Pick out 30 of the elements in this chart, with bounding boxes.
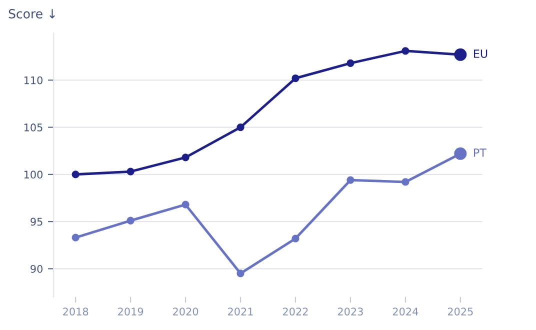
point bbox=[182, 154, 190, 162]
x-tick-label: 2021 bbox=[228, 308, 253, 316]
point bbox=[236, 123, 244, 132]
point bbox=[346, 59, 354, 67]
x-tick-label: 2018 bbox=[63, 308, 88, 316]
x-tick-label: 2025 bbox=[448, 308, 473, 316]
point bbox=[292, 74, 300, 82]
point bbox=[236, 270, 244, 278]
point bbox=[72, 234, 80, 242]
point bbox=[346, 176, 354, 184]
point bbox=[126, 168, 134, 176]
point bbox=[402, 178, 410, 186]
x-tick-label: 2019 bbox=[118, 308, 144, 316]
y-tick-label: 100 bbox=[24, 170, 42, 179]
x-tick-label: 2020 bbox=[173, 308, 198, 316]
point bbox=[126, 216, 134, 224]
point bbox=[182, 200, 190, 208]
x-tick-label: 2024 bbox=[392, 308, 418, 316]
y-tick-label: 105 bbox=[24, 124, 42, 132]
series-label: PT bbox=[474, 148, 486, 157]
y-tick-label: 95 bbox=[30, 218, 42, 226]
y-tick-label: 90 bbox=[30, 264, 42, 273]
point bbox=[402, 47, 410, 55]
x-tick-label: 2023 bbox=[338, 308, 363, 316]
chart-title: Score ↓ bbox=[8, 9, 55, 18]
point bbox=[72, 170, 80, 178]
point bbox=[292, 234, 300, 242]
x-tick-label: 2022 bbox=[282, 308, 308, 316]
series-label: EU bbox=[474, 50, 488, 58]
y-tick-label: 110 bbox=[24, 76, 42, 84]
